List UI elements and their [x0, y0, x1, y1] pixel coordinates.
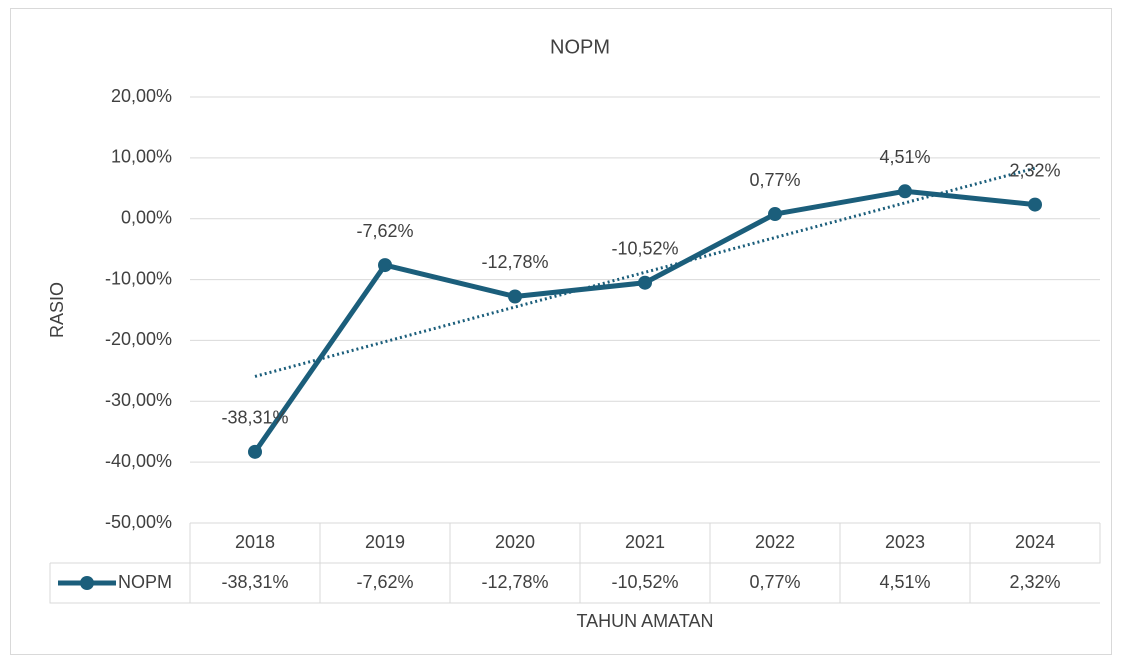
- x-tick-label: 2020: [495, 532, 535, 552]
- data-label: 2,32%: [1009, 160, 1060, 180]
- marker: [1028, 197, 1042, 212]
- x-tick-label: 2022: [755, 532, 795, 552]
- chart-frame: [10, 8, 1112, 655]
- x-tick-label: 2018: [235, 532, 275, 552]
- y-tick-label: -30,00%: [105, 390, 172, 410]
- data-label: -7,62%: [356, 221, 413, 241]
- data-label: 4,51%: [879, 147, 930, 167]
- x-tick-label: 2019: [365, 532, 405, 552]
- data-label: 0,77%: [749, 170, 800, 190]
- table-value: -7,62%: [356, 572, 413, 592]
- table-grid: [49, 523, 1101, 604]
- data-label: -10,52%: [611, 238, 678, 258]
- y-tick-label: -40,00%: [105, 451, 172, 471]
- x-tick-label: 2021: [625, 532, 665, 552]
- y-tick-label: 0,00%: [121, 207, 172, 227]
- table-value: 2,32%: [1009, 572, 1060, 592]
- table-value: 4,51%: [879, 572, 930, 592]
- legend-label: NOPM: [118, 572, 172, 592]
- chart-title: NOPM: [550, 36, 610, 58]
- marker: [248, 444, 262, 459]
- table-value: 0,77%: [749, 572, 800, 592]
- y-tick-label: 20,00%: [111, 86, 172, 106]
- y-tick-label: -50,00%: [105, 512, 172, 532]
- legend-marker: [80, 576, 94, 590]
- x-axis-title: TAHUN AMATAN: [576, 611, 713, 631]
- marker: [898, 184, 912, 199]
- y-tick-label: -10,00%: [105, 268, 172, 288]
- x-tick-label: 2024: [1015, 532, 1055, 552]
- y-tick-label: -20,00%: [105, 329, 172, 349]
- marker: [378, 258, 392, 273]
- data-label: -38,31%: [221, 408, 288, 428]
- y-axis-title: RASIO: [47, 282, 67, 338]
- table-value: -12,78%: [481, 572, 548, 592]
- table-value: -38,31%: [221, 572, 288, 592]
- x-tick-label: 2023: [885, 532, 925, 552]
- marker: [768, 207, 782, 222]
- y-tick-label: 10,00%: [111, 147, 172, 167]
- table-value: -10,52%: [611, 572, 678, 592]
- marker: [638, 275, 652, 290]
- marker: [508, 289, 522, 304]
- data-label: -12,78%: [481, 252, 548, 272]
